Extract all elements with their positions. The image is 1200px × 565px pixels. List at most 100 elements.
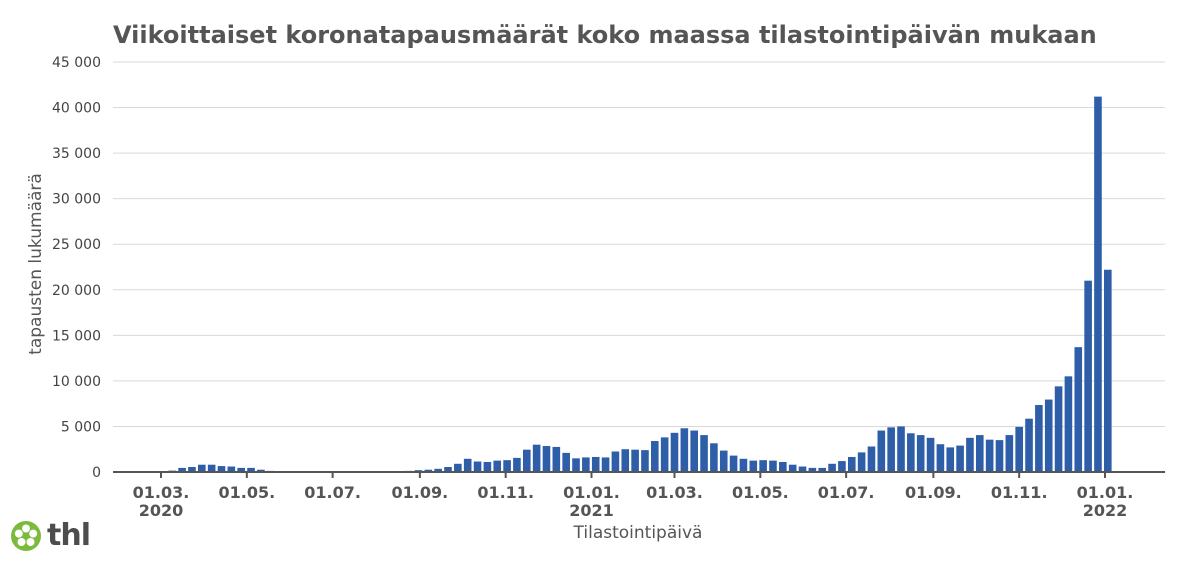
x-tick-year: 2020 [139,501,184,520]
y-tick-label: 15 000 [52,328,101,344]
bar [808,467,817,472]
x-tick-label: 01.09. [905,483,962,502]
bar [660,437,669,472]
bar [513,457,521,472]
bar [1064,376,1073,472]
bar [1104,269,1112,472]
bar [779,461,787,472]
bar [877,430,886,472]
bar [572,458,580,472]
y-tick-label: 20 000 [52,283,101,299]
bar [582,457,590,472]
thl-logo: thl [10,518,91,554]
bar [956,445,964,472]
bar [798,466,807,472]
bar [562,452,570,472]
x-tick-label: 01.05. [218,483,275,502]
bar [690,430,698,472]
x-axis-label: Tilastointipäivä [573,523,703,543]
bar [995,440,1004,472]
bar [463,458,472,472]
x-tick-label: 01.11. [477,483,534,502]
bar [838,461,846,472]
bar [700,435,708,472]
x-tick-year: 2021 [569,501,614,520]
y-tick-label: 45 000 [52,55,101,71]
bar [444,466,452,472]
bar [552,446,561,472]
bar [651,441,659,472]
bar [729,455,738,472]
logo-text: thl [47,518,91,553]
bar [601,457,610,472]
bars [158,96,1112,473]
bar [198,464,206,472]
bar [483,461,492,472]
bar [985,439,994,472]
bar [542,446,551,472]
bar [237,467,245,472]
bar [454,463,462,472]
y-tick-label: 10 000 [52,374,101,390]
bar [749,460,758,472]
bar [532,444,541,472]
bar [1094,96,1102,473]
x-tick-label: 01.03. [646,483,703,502]
x-tick-label: 01.01. [1077,483,1134,502]
x-tick-label: 01.09. [392,483,449,502]
bar [936,444,945,472]
gridlines [113,61,1165,427]
bar [867,446,876,472]
bar [621,449,630,472]
bar [1084,280,1092,472]
bar [188,466,196,472]
bar [788,464,797,472]
bar [759,460,767,472]
bar [1025,418,1033,472]
y-tick-label: 30 000 [52,192,101,208]
bar [828,463,836,472]
chart-title: Viikoittaiset koronatapausmäärät koko ma… [113,21,1097,49]
x-tick-label: 01.07. [818,483,875,502]
bar [887,427,895,472]
bar [719,450,728,472]
bar [1074,347,1083,472]
bar [966,437,974,472]
bar [1005,435,1014,472]
bar [926,437,935,472]
bar [424,469,433,472]
x-tick-label: 01.11. [991,483,1048,502]
bar [897,426,905,472]
y-tick-label: 0 [92,465,101,481]
bar [857,452,866,472]
bar [631,449,639,472]
bar [710,443,718,472]
x-tick-label: 01.03. [133,483,190,502]
bar [257,469,265,472]
bar [522,449,531,472]
bar [227,466,236,472]
bar [680,428,689,472]
bar [946,447,955,472]
y-tick-label: 35 000 [52,146,101,162]
bar [611,451,620,472]
bar [473,461,482,472]
bar [916,435,925,472]
thl-flower-icon [11,521,41,551]
x-tick-label: 01.07. [304,483,361,502]
bar [670,432,679,472]
bar [207,464,216,472]
bar [1054,386,1063,472]
bar [907,433,915,472]
x-tick-year: 2022 [1083,501,1128,520]
y-tick-label: 5 000 [61,419,101,435]
x-tick-label: 01.05. [732,483,789,502]
bar [1044,399,1053,472]
y-axis-label: tapausten lukumäärä [26,173,46,355]
y-tick-label: 40 000 [52,101,101,117]
bar [769,460,777,472]
bar [1035,405,1043,472]
bar [739,458,748,472]
bar [818,467,827,472]
